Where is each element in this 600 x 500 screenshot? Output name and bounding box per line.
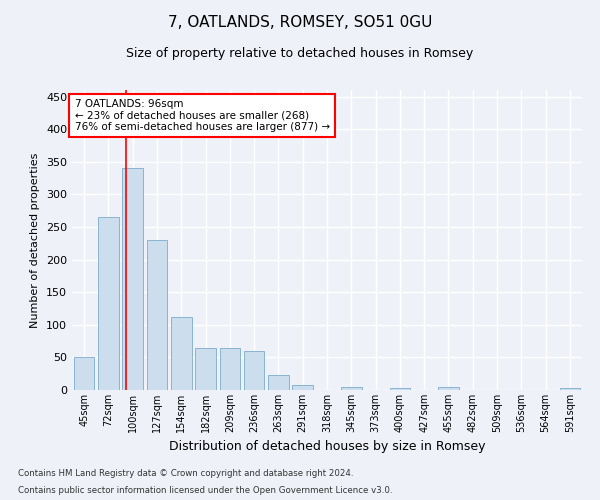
Bar: [171, 317, 191, 390]
Bar: [74, 358, 94, 390]
Bar: [389, 388, 410, 390]
Text: 7, OATLANDS, ROMSEY, SO51 0GU: 7, OATLANDS, ROMSEY, SO51 0GU: [168, 15, 432, 30]
Bar: [122, 168, 143, 390]
Y-axis label: Number of detached properties: Number of detached properties: [31, 152, 40, 328]
Bar: [292, 386, 313, 390]
Bar: [195, 348, 216, 390]
Bar: [268, 375, 289, 390]
Bar: [98, 217, 119, 390]
Bar: [220, 348, 240, 390]
Bar: [244, 351, 265, 390]
X-axis label: Distribution of detached houses by size in Romsey: Distribution of detached houses by size …: [169, 440, 485, 454]
Bar: [341, 386, 362, 390]
Text: 7 OATLANDS: 96sqm
← 23% of detached houses are smaller (268)
76% of semi-detache: 7 OATLANDS: 96sqm ← 23% of detached hous…: [74, 99, 329, 132]
Text: Size of property relative to detached houses in Romsey: Size of property relative to detached ho…: [127, 48, 473, 60]
Text: Contains HM Land Registry data © Crown copyright and database right 2024.: Contains HM Land Registry data © Crown c…: [18, 468, 353, 477]
Bar: [146, 240, 167, 390]
Bar: [560, 388, 580, 390]
Text: Contains public sector information licensed under the Open Government Licence v3: Contains public sector information licen…: [18, 486, 392, 495]
Bar: [438, 388, 459, 390]
